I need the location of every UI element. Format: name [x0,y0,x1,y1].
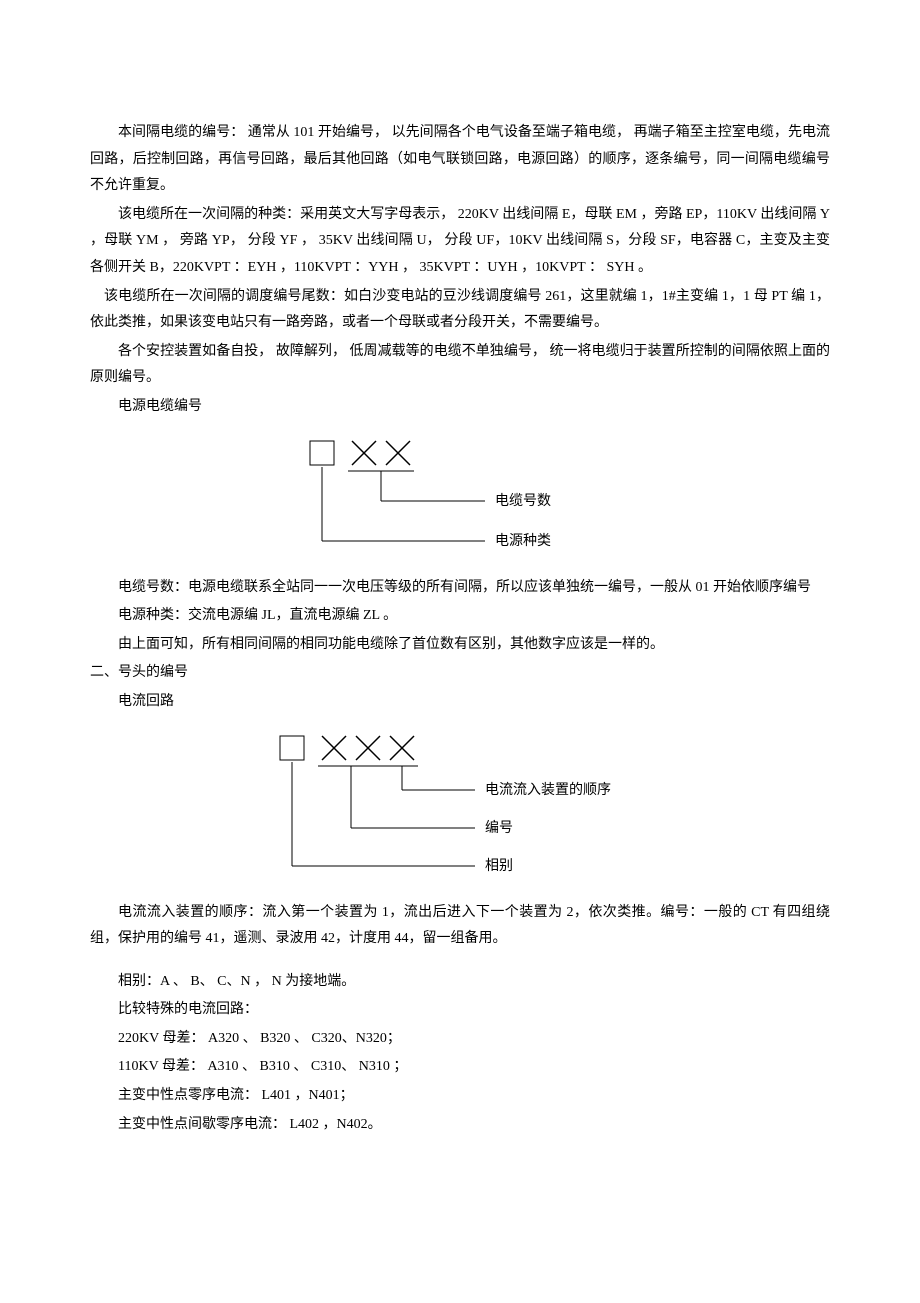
paragraph-17: 主变中性点间歇零序电流： L402 ，N402。 [90,1112,830,1139]
diagram2-label1: 电流流入装置的顺序 [485,782,611,798]
paragraph-11: 电流流入装置的顺序：流入第一个装置为 1，流出后进入下一个装置为 2，依次类推。… [90,900,830,953]
paragraph-2: 该电缆所在一次间隔的种类：采用英文大写字母表示， 220KV 出线间隔 E，母联… [90,202,830,282]
paragraph-10: 电流回路 [90,689,830,716]
diagram-current-loop: 电流流入装置的顺序 编号 相别 [90,728,830,888]
diagram1-label2: 电源种类 [495,533,551,549]
paragraph-6: 电缆号数：电源电缆联系全站同一一次电压等级的所有间隔，所以应该单独统一编号，一般… [90,575,830,602]
paragraph-4: 各个安控装置如备自投， 故障解列， 低周减载等的电缆不单独编号， 统一将电缆归于… [90,339,830,392]
diagram-power-cable: 电缆号数 电源种类 [90,433,830,563]
section-2-heading: 二、号头的编号 [90,660,830,687]
paragraph-14: 220KV 母差： A320 、 B320 、 C320、N320； [90,1026,830,1053]
diagram2-label2: 编号 [485,820,513,836]
paragraph-13: 比较特殊的电流回路： [90,997,830,1024]
diagram2-label3: 相别 [485,858,513,874]
paragraph-16: 主变中性点零序电流： L401 ，N401； [90,1083,830,1110]
paragraph-3: 该电缆所在一次间隔的调度编号尾数：如白沙变电站的豆沙线调度编号 261，这里就编… [90,284,830,337]
paragraph-8: 由上面可知，所有相同间隔的相同功能电缆除了首位数有区别，其他数字应该是一样的。 [90,632,830,659]
diagram1-label1: 电缆号数 [495,493,551,509]
paragraph-7: 电源种类：交流电源编 JL，直流电源编 ZL 。 [90,603,830,630]
paragraph-15: 110KV 母差： A310 、 B310 、 C310、 N310 ； [90,1054,830,1081]
paragraph-12: 相别：A 、 B、 C、N ， N 为接地端。 [90,969,830,996]
paragraph-5: 电源电缆编号 [90,394,830,421]
paragraph-1: 本间隔电缆的编号： 通常从 101 开始编号， 以先间隔各个电气设备至端子箱电缆… [90,120,830,200]
